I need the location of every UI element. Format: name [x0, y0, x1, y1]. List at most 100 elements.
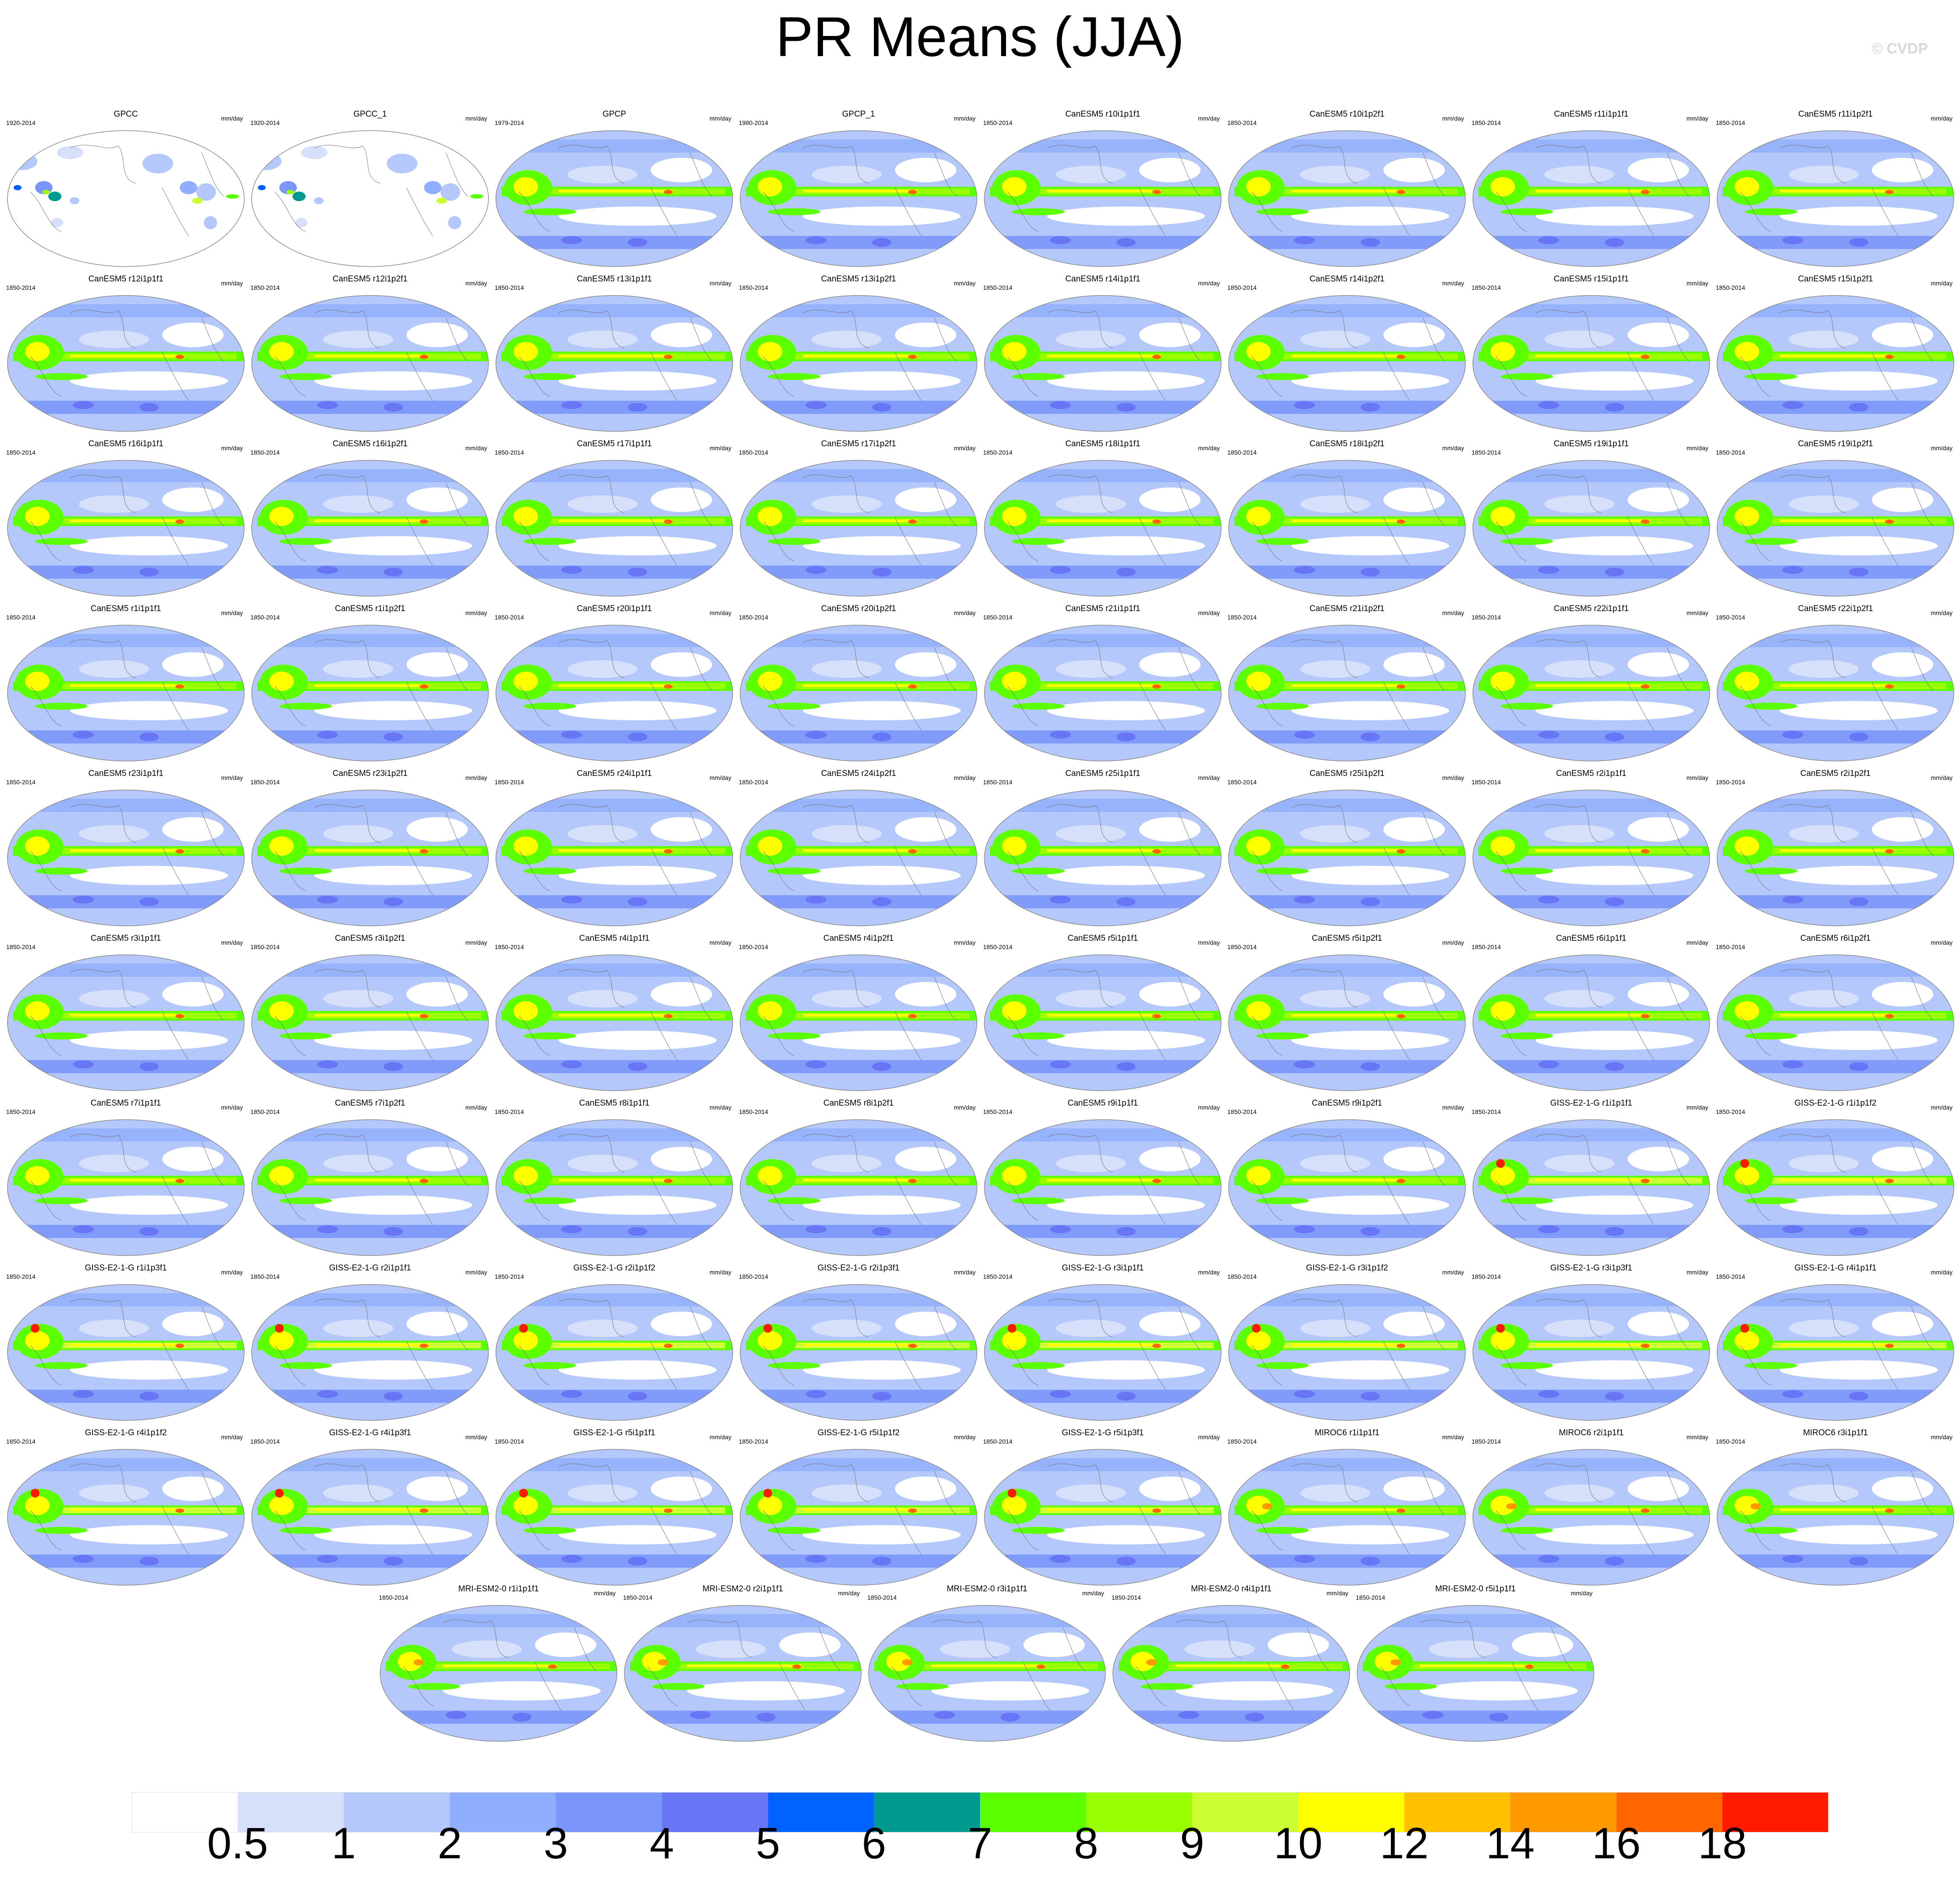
panel-units: mm/day	[1686, 1269, 1708, 1276]
precip-map	[7, 295, 245, 432]
panel-units: mm/day	[465, 939, 487, 946]
map-panel: GISS-E2-1-G r4i1p1f2 1850-2014 mm/day	[4, 1428, 247, 1590]
panel-years: 1850-2014	[1472, 1108, 1501, 1115]
map-panel: GISS-E2-1-G r1i1p1f1 1850-2014 mm/day	[1470, 1099, 1713, 1261]
panel-units: mm/day	[221, 445, 243, 452]
panel-years: 1850-2014	[623, 1594, 652, 1601]
map-panel: GISS-E2-1-G r5i1p3f1 1850-2014 mm/day	[981, 1428, 1224, 1590]
panel-years: 1850-2014	[1227, 943, 1257, 950]
precip-map	[7, 625, 245, 761]
colorbar-swatch	[237, 1792, 344, 1832]
panel-title: CanESM5 r7i1p2f1	[335, 1099, 406, 1108]
panel-units: mm/day	[954, 115, 976, 122]
panel-units: mm/day	[465, 115, 487, 122]
colorbar-tick-label: 0.5	[207, 1819, 268, 1868]
panel-years: 1850-2014	[1716, 1273, 1745, 1280]
map-panel: GISS-E2-1-G r3i1p3f1 1850-2014 mm/day	[1470, 1263, 1713, 1426]
panel-units: mm/day	[1082, 1590, 1104, 1597]
panel-units: mm/day	[465, 774, 487, 781]
panel-years: 1850-2014	[1227, 1438, 1257, 1445]
map-panel: CanESM5 r11i1p1f1 1850-2014 mm/day	[1470, 110, 1713, 272]
panel-units: mm/day	[594, 1590, 616, 1597]
map-panel: CanESM5 r22i1p1f1 1850-2014 mm/day	[1470, 604, 1713, 766]
panel-years: 1850-2014	[983, 1108, 1012, 1115]
map-panel: CanESM5 r6i1p2f1 1850-2014 mm/day	[1714, 934, 1957, 1096]
precip-map	[984, 1284, 1222, 1421]
panel-units: mm/day	[1686, 939, 1708, 946]
map-panel: CanESM5 r8i1p1f1 1850-2014 mm/day	[493, 1099, 736, 1261]
panel-units: mm/day	[954, 609, 976, 616]
panel-years: 1850-2014	[867, 1594, 897, 1601]
panel-units: mm/day	[465, 445, 487, 452]
precip-map	[740, 954, 977, 1091]
panel-title: GPCP_1	[842, 110, 875, 119]
map-panel: GISS-E2-1-G r1i1p1f2 1850-2014 mm/day	[1714, 1099, 1957, 1261]
panel-title: CanESM5 r13i1p2f1	[821, 274, 896, 284]
panel-years: 1850-2014	[1227, 779, 1257, 786]
panel-units: mm/day	[221, 939, 243, 946]
panel-title: CanESM5 r9i1p1f1	[1067, 1099, 1138, 1108]
panel-years: 1850-2014	[6, 1108, 36, 1115]
map-panel: MRI-ESM2-0 r3i1p1f1 1850-2014 mm/day	[866, 1584, 1108, 1747]
panel-units: mm/day	[221, 609, 243, 616]
precip-map	[1717, 460, 1954, 597]
precip-map	[495, 1449, 733, 1586]
map-panel: CanESM5 r4i1p2f1 1850-2014 mm/day	[737, 934, 980, 1096]
colorbar-swatch	[1192, 1792, 1298, 1832]
panel-units: mm/day	[465, 1104, 487, 1111]
map-panel: CanESM5 r9i1p1f1 1850-2014 mm/day	[981, 1099, 1224, 1261]
map-panel: CanESM5 r4i1p1f1 1850-2014 mm/day	[493, 934, 736, 1096]
panel-years: 1850-2014	[379, 1594, 408, 1601]
precip-map	[740, 295, 977, 432]
panel-title: CanESM5 r23i1p2f1	[332, 769, 408, 778]
panel-title: MRI-ESM2-0 r4i1p1f1	[1191, 1584, 1272, 1594]
panel-title: CanESM5 r5i1p1f1	[1067, 934, 1138, 943]
precip-map	[984, 1119, 1222, 1256]
panel-title: CanESM5 r3i1p2f1	[335, 934, 406, 943]
panel-title: CanESM5 r4i1p1f1	[579, 934, 650, 943]
map-panel: GISS-E2-1-G r3i1p1f1 1850-2014 mm/day	[981, 1263, 1224, 1426]
panel-years: 1850-2014	[1227, 614, 1257, 621]
precip-map	[1472, 295, 1710, 432]
panel-units: mm/day	[709, 939, 731, 946]
panel-title: CanESM5 r8i1p1f1	[579, 1099, 650, 1108]
panel-title: CanESM5 r19i1p2f1	[1798, 439, 1873, 448]
map-panel: CanESM5 r2i1p1f1 1850-2014 mm/day	[1470, 769, 1713, 931]
panel-years: 1850-2014	[495, 614, 524, 621]
panel-units: mm/day	[1442, 280, 1464, 287]
panel-units: mm/day	[1931, 115, 1953, 122]
colorbar-tick-label: 18	[1698, 1819, 1747, 1868]
panel-years: 1850-2014	[6, 943, 36, 950]
panel-years: 1850-2014	[1716, 119, 1745, 126]
precip-map	[740, 460, 977, 597]
colorbar-swatch	[132, 1792, 238, 1832]
colorbar-tick-label: 9	[1180, 1819, 1205, 1868]
colorbar-swatch	[449, 1792, 556, 1832]
map-panel: CanESM5 r18i1p2f1 1850-2014 mm/day	[1226, 439, 1468, 601]
panel-title: CanESM5 r20i1p2f1	[821, 604, 896, 613]
panel-years: 1850-2014	[250, 943, 280, 950]
panel-title: CanESM5 r25i1p1f1	[1065, 769, 1140, 778]
map-panel: CanESM5 r17i1p2f1 1850-2014 mm/day	[737, 439, 980, 601]
map-panel: CanESM5 r16i1p2f1 1850-2014 mm/day	[249, 439, 492, 601]
precip-map	[495, 130, 733, 267]
panel-units: mm/day	[1931, 445, 1953, 452]
panel-title: GPCC_1	[353, 110, 387, 119]
map-panel: CanESM5 r24i1p2f1 1850-2014 mm/day	[737, 769, 980, 931]
panel-years: 1850-2014	[6, 449, 36, 456]
panel-years: 1850-2014	[1716, 779, 1745, 786]
panel-years: 1979-2014	[495, 119, 524, 126]
map-panel: CanESM5 r16i1p1f1 1850-2014 mm/day	[4, 439, 247, 601]
panel-years: 1850-2014	[739, 779, 768, 786]
panel-units: mm/day	[954, 445, 976, 452]
map-panel: MIROC6 r3i1p1f1 1850-2014 mm/day	[1714, 1428, 1957, 1590]
colorbar-swatch	[343, 1792, 450, 1832]
panel-units: mm/day	[1198, 445, 1220, 452]
panel-title: GISS-E2-1-G r5i1p1f1	[573, 1428, 656, 1437]
panel-title: GISS-E2-1-G r3i1p3f1	[1550, 1263, 1632, 1273]
panel-units: mm/day	[465, 280, 487, 287]
map-panel: MRI-ESM2-0 r5i1p1f1 1850-2014 mm/day	[1354, 1584, 1597, 1747]
panel-title: CanESM5 r13i1p1f1	[577, 274, 652, 284]
panel-units: mm/day	[1931, 280, 1953, 287]
panel-units: mm/day	[1442, 1434, 1464, 1441]
